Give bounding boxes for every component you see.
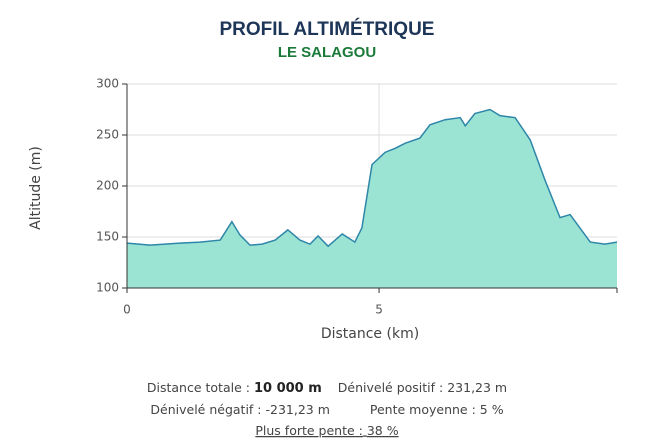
y-axis-label: Altitude (m) [28,146,44,230]
stat-value: 38 % [367,423,399,438]
stat-label: Distance totale : [147,380,250,395]
area-line [126,108,618,248]
y-tick-label: 200 [96,179,119,193]
y-tick-label: 100 [96,281,119,295]
chart-subtitle: LE SALAGOU [278,44,376,61]
stat-label: Pente moyenne : [370,402,476,417]
stat-value: -231,23 m [266,402,330,417]
stat-value: 231,23 m [447,380,507,395]
area-fill [127,109,617,288]
x-axis-label: Distance (km) [321,326,419,342]
stat-value: 10 000 m [254,381,322,396]
y-tick-label: 150 [96,230,119,244]
x-tick-label: 0 [123,303,131,317]
stats-line: Dénivelé négatif : -231,23 m Pente moyen… [150,402,503,417]
stat-label: Dénivelé négatif : [150,402,261,417]
stats-line: Plus forte pente : 38 % [255,423,398,438]
x-tick-label: 5 [375,303,383,317]
stat-value: 5 % [480,402,504,417]
stat-label: Plus forte pente : [255,423,363,438]
stats-line: Distance totale : 10 000 m Dénivelé posi… [147,380,507,396]
y-tick-label: 300 [96,77,119,91]
y-tick-label: 250 [96,128,119,142]
stat-label: Dénivelé positif : [338,380,443,395]
chart-title: PROFIL ALTIMÉTRIQUE [220,18,435,40]
